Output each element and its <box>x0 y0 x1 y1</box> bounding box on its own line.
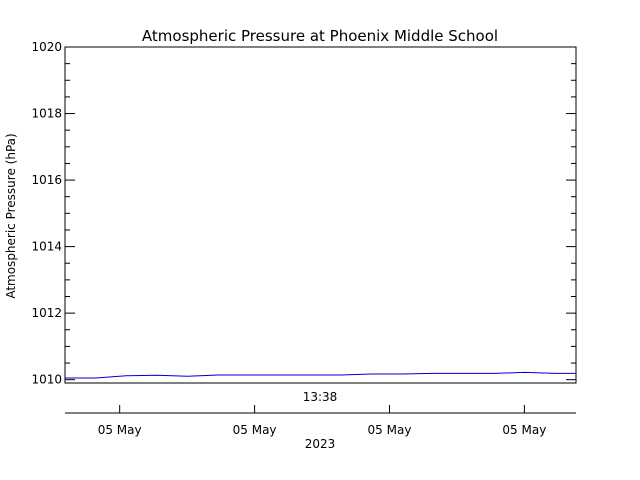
x-tick-label: 05 May <box>502 423 546 437</box>
x-axis-label: 2023 <box>305 437 336 451</box>
y-tick-label: 1016 <box>31 173 62 187</box>
x-tick-label: 05 May <box>98 423 142 437</box>
y-tick-label: 1010 <box>31 373 62 387</box>
y-tick-label: 1020 <box>31 40 62 54</box>
y-axis: 1010 1012 1014 1016 1018 1020 <box>31 40 576 387</box>
time-label: 13:38 <box>303 390 338 404</box>
y-tick-label: 1014 <box>31 240 62 254</box>
x-tick-label: 05 May <box>368 423 412 437</box>
series-layer <box>65 371 576 379</box>
x-tick-label: 05 May <box>233 423 277 437</box>
y-tick-label: 1018 <box>31 107 62 121</box>
y-tick-label: 1012 <box>31 306 62 320</box>
plot-frame <box>64 46 577 384</box>
pressure-series-line <box>65 371 576 379</box>
chart-title: Atmospheric Pressure at Phoenix Middle S… <box>142 27 498 45</box>
y-axis-label: Atmospheric Pressure (hPa) <box>4 133 18 298</box>
x-axis: 05 May 05 May 05 May 05 May <box>98 405 546 437</box>
